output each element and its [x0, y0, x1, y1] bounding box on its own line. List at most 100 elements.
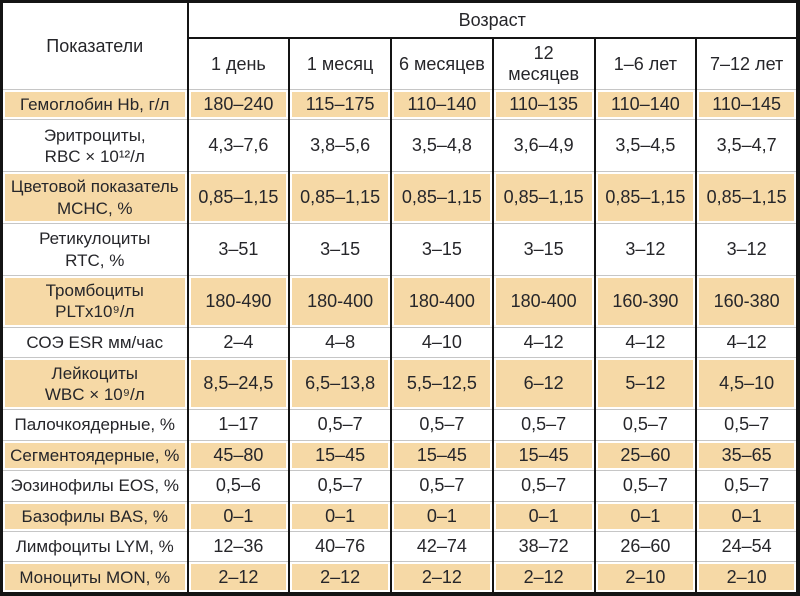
value-cell: 0,5–7 [491, 409, 595, 441]
value-cell: 110–135 [491, 89, 595, 120]
value-cell: 5–12 [593, 357, 697, 410]
value-cell: 2–12 [186, 561, 290, 594]
table-row: Гемоглобин Hb, г/л 180–240 115–175 110–140 1… [1, 89, 798, 120]
value-cell: 0–1 [288, 501, 391, 532]
value-cell: 8,5–24,5 [186, 357, 290, 410]
value-cell: 0,85–1,15 [288, 171, 391, 224]
value-cell: 40–76 [288, 531, 391, 562]
value-cell: 3,5–4,7 [695, 119, 798, 172]
value-cell: 3,6–4,9 [491, 119, 595, 172]
table-row: Тромбоциты PLTx10⁹/л 180-490 180-400 180-40… [1, 275, 798, 328]
value-cell: 15–45 [390, 440, 493, 471]
age-column-header: 7–12 лет [695, 38, 798, 90]
value-cell: 0,85–1,15 [593, 171, 697, 224]
age-column-header: 6 месяцев [390, 38, 493, 90]
row-label: Ретикулоциты RTC, % [39, 229, 151, 270]
row-label: Эозинофилы EOS, % [10, 476, 179, 496]
value-cell: 0,85–1,15 [491, 171, 595, 224]
value-cell: 0,5–7 [390, 409, 493, 441]
table-row: Ретикулоциты RTC, % 3–51 3–15 3–15 3–15 3–12 3… [1, 223, 798, 276]
value-cell: 0,5–7 [288, 470, 391, 502]
value-cell: 0,85–1,15 [695, 171, 798, 224]
value-cell: 0–1 [390, 501, 493, 532]
value-cell: 3–51 [186, 223, 290, 276]
value-cell: 0,5–7 [695, 409, 798, 441]
value-cell: 2–4 [186, 327, 290, 358]
value-cell: 180–240 [186, 89, 290, 120]
header-group-row: Показатели Возраст [2, 1, 798, 56]
table-row: Эритроциты, RBC × 10¹²/л 4,3–7,6 3,8–5,6 3,… [1, 119, 798, 172]
value-cell: 2–12 [288, 561, 391, 594]
value-cell: 110–145 [695, 89, 798, 120]
value-cell: 160-390 [593, 275, 697, 328]
row-label: Базофилы BAS, % [1, 501, 188, 532]
value-cell: 115–175 [288, 89, 391, 120]
table-row: Базофилы BAS, % 0–1 0–1 0–1 0–1 0–1 0–1 [1, 501, 798, 532]
value-cell: 12–36 [186, 531, 290, 562]
age-column-header: 1 день [186, 38, 290, 90]
value-cell: 110–140 [593, 89, 697, 120]
value-cell: 180-490 [186, 275, 290, 328]
value-cell: 0–1 [695, 501, 798, 532]
row-label: Тромбоциты PLTx10⁹/л [1, 275, 188, 328]
row-label: Моноциты MON, % [1, 561, 188, 594]
age-column-header: 1 месяц [288, 38, 391, 90]
table-row: Лимфоциты LYM, % 12–36 40–76 42–74 38–72 26–6… [1, 531, 798, 562]
value-cell: 4,5–10 [695, 357, 798, 410]
row-label: Лимфоциты LYM, % [15, 537, 174, 557]
row-label: Цветовой показатель MCHC, % [1, 171, 188, 224]
value-cell: 0,5–7 [593, 409, 697, 441]
row-label: Сегментоядерные, % [1, 440, 188, 471]
value-cell: 180-400 [288, 275, 391, 328]
value-cell: 3,5–4,5 [593, 119, 697, 172]
value-cell: 180-400 [390, 275, 493, 328]
row-label: Лейкоциты WBC × 10⁹/л [1, 357, 188, 410]
value-cell: 4–12 [593, 327, 697, 358]
value-cell: 160-380 [695, 275, 798, 328]
value-cell: 1–17 [186, 409, 290, 441]
value-cell: 3–15 [390, 223, 493, 276]
value-cell: 24–54 [695, 531, 798, 562]
table-body: Гемоглобин Hb, г/л 180–240 115–175 110–140 1… [1, 89, 798, 594]
value-cell: 5,5–12,5 [390, 357, 493, 410]
value-cell: 0–1 [593, 501, 697, 532]
table-row: Палочкоядерные, % 1–17 0,5–7 0,5–7 0,5–7 0,5–… [1, 409, 798, 441]
table-row: Цветовой показатель MCHC, % 0,85–1,15 0,85… [1, 171, 798, 224]
value-cell: 3,5–4,8 [390, 119, 493, 172]
value-cell: 45–80 [186, 440, 290, 471]
value-cell: 3–15 [288, 223, 391, 276]
value-cell: 0,5–7 [593, 470, 697, 502]
value-cell: 4–12 [695, 327, 798, 358]
value-cell: 4–12 [491, 327, 595, 358]
row-label: Палочкоядерные, % [14, 415, 175, 435]
value-cell: 3–12 [695, 223, 798, 276]
value-cell: 2–12 [390, 561, 493, 594]
value-cell: 6–12 [491, 357, 595, 410]
value-cell: 38–72 [491, 531, 595, 562]
value-cell: 110–140 [390, 89, 493, 120]
value-cell: 26–60 [593, 531, 697, 562]
value-cell: 3,8–5,6 [288, 119, 391, 172]
table-row: Лейкоциты WBC × 10⁹/л 8,5–24,5 6,5–13,8 5,5… [1, 357, 798, 410]
value-cell: 4,3–7,6 [186, 119, 290, 172]
value-cell: 180-400 [491, 275, 595, 328]
row-label: Гемоглобин Hb, г/л [1, 89, 188, 120]
value-cell: 25–60 [593, 440, 697, 471]
age-columns-row: 1 день 1 месяц 6 месяцев 12 месяцев 1–6 лет 7… [2, 38, 798, 90]
value-cell: 6,5–13,8 [288, 357, 391, 410]
value-cell: 0–1 [186, 501, 290, 532]
value-cell: 0,85–1,15 [186, 171, 290, 224]
value-cell: 0,5–7 [695, 470, 798, 502]
value-cell: 0,5–7 [288, 409, 391, 441]
value-cell: 2–12 [491, 561, 595, 594]
value-cell: 3–12 [593, 223, 697, 276]
value-cell: 0,5–6 [186, 470, 290, 502]
age-column-header: 12 месяцев [491, 38, 595, 90]
age-group-header: Возраст [186, 1, 798, 39]
value-cell: 2–10 [695, 561, 798, 594]
value-cell: 4–10 [390, 327, 493, 358]
value-cell: 0–1 [491, 501, 595, 532]
row-label: СОЭ ESR мм/час [26, 332, 164, 352]
indicators-header: Показатели [46, 35, 144, 56]
